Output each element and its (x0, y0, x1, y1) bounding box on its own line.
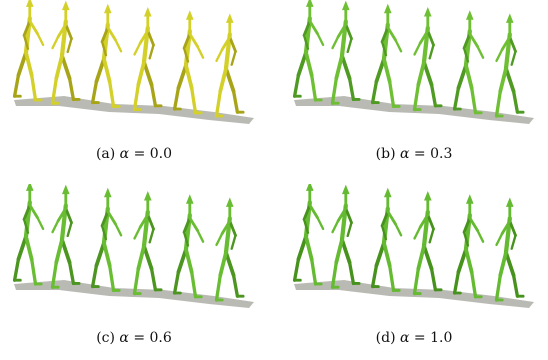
caption-symbol: α (119, 330, 129, 346)
caption-value: = 0.6 (133, 330, 172, 346)
caption-value: = 1.0 (413, 330, 453, 346)
caption-b: (b) α = 0.3 (284, 146, 544, 162)
caption-label: (c) (96, 330, 115, 346)
caption-symbol: α (119, 146, 130, 162)
caption-label: (d) (375, 330, 396, 346)
panel-c: (c) α = 0.6 (4, 184, 264, 356)
caption-label: (b) (375, 146, 396, 162)
walking-figures-image (12, 0, 254, 124)
walking-figures-image (292, 184, 534, 308)
walking-figures-image (12, 184, 254, 308)
caption-symbol: α (399, 330, 410, 346)
panel-b: (b) α = 0.3 (284, 0, 544, 172)
panel-a: (a) α = 0.0 (4, 0, 264, 172)
caption-value: = 0.3 (413, 146, 453, 162)
caption-label: (a) (95, 146, 116, 162)
caption-d: (d) α = 1.0 (284, 330, 544, 346)
panel-d: (d) α = 1.0 (284, 184, 544, 356)
walking-figures-image (292, 0, 534, 124)
caption-c: (c) α = 0.6 (4, 330, 264, 346)
caption-a: (a) α = 0.0 (4, 146, 264, 162)
caption-symbol: α (399, 146, 410, 162)
caption-value: = 0.0 (133, 146, 173, 162)
